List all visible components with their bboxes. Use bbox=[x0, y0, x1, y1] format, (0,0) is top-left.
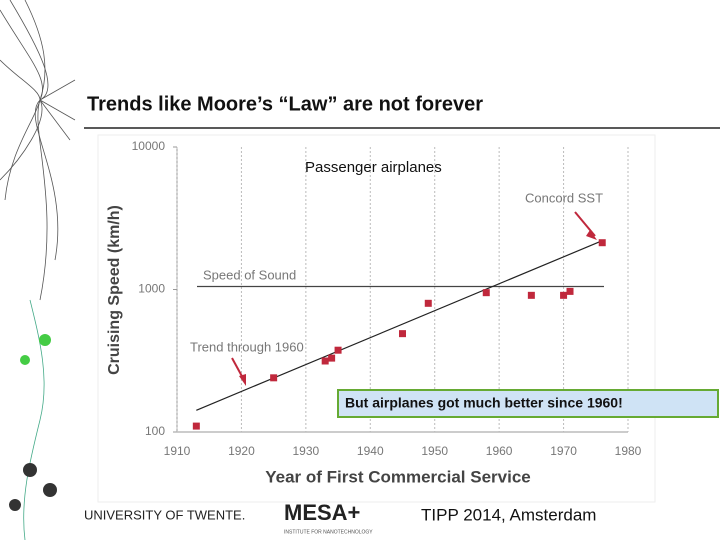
chart: 1910 1920 1930 1940 1950 1960 1970 1980 100 1000 1… bbox=[132, 139, 642, 458]
trend-line bbox=[196, 240, 603, 411]
institute-sub: INSTITUTE FOR NANOTECHNOLOGY bbox=[284, 529, 373, 535]
point bbox=[399, 330, 406, 338]
chart-title: Passenger airplanes bbox=[305, 159, 442, 176]
arrow-head bbox=[586, 230, 597, 240]
callout-box bbox=[337, 389, 719, 418]
x-tick-label: 1910 bbox=[164, 444, 191, 458]
x-tick-label: 1940 bbox=[357, 444, 384, 458]
x-axis-label: Year of First Commercial Service bbox=[265, 467, 531, 486]
trend-label: Trend through 1960 bbox=[190, 339, 304, 354]
annotation: Concord SST bbox=[525, 190, 603, 205]
x-tick-label: 1950 bbox=[421, 444, 448, 458]
point bbox=[527, 291, 535, 299]
point bbox=[334, 346, 342, 354]
point bbox=[482, 289, 490, 297]
arrow bbox=[574, 211, 596, 237]
point bbox=[270, 374, 278, 382]
point bbox=[566, 287, 574, 295]
point bbox=[192, 422, 200, 430]
arrow-head bbox=[239, 374, 246, 386]
university: UNIVERSITY OF TWENTE. bbox=[84, 507, 245, 522]
point bbox=[328, 354, 336, 362]
x-tick-label: 1920 bbox=[228, 444, 255, 458]
point bbox=[321, 357, 329, 365]
institute: MESA+ bbox=[284, 500, 360, 525]
chart-frame bbox=[97, 134, 656, 503]
x-tick-label: 1960 bbox=[486, 444, 513, 458]
callout: But airplanes got much better since 1960… bbox=[345, 395, 623, 411]
reference-label: Speed of Sound bbox=[203, 267, 296, 282]
y-tick-label: 1000 bbox=[138, 282, 165, 296]
event: TIPP 2014, Amsterdam bbox=[421, 505, 596, 524]
point bbox=[598, 239, 606, 247]
point bbox=[560, 291, 568, 299]
y-axis-label: Cruising Speed (km/h) bbox=[106, 205, 123, 375]
slide-title: Trends like Moore’s “Law” are not foreve… bbox=[87, 93, 483, 115]
x-tick-label: 1970 bbox=[550, 444, 577, 458]
x-tick-label: 1930 bbox=[293, 444, 320, 458]
y-tick-label: 100 bbox=[145, 424, 165, 438]
decoration bbox=[0, 0, 76, 540]
point bbox=[424, 299, 432, 307]
y-tick-label: 10000 bbox=[132, 139, 166, 153]
x-tick-label: 1980 bbox=[615, 444, 642, 458]
